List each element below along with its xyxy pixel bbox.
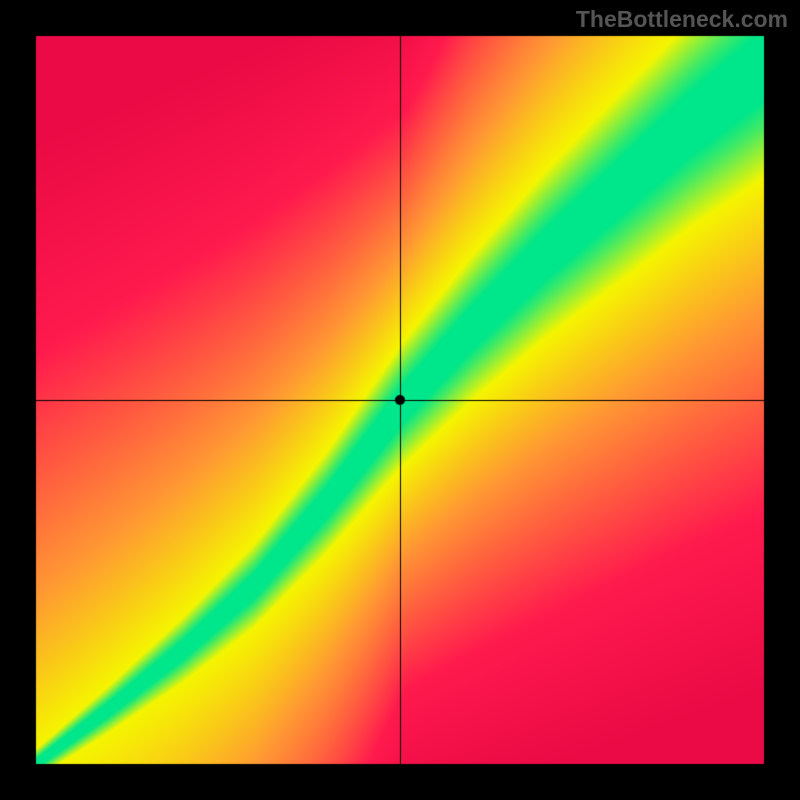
heatmap-canvas — [0, 0, 800, 800]
watermark-text: TheBottleneck.com — [576, 6, 788, 33]
chart-container: TheBottleneck.com — [0, 0, 800, 800]
